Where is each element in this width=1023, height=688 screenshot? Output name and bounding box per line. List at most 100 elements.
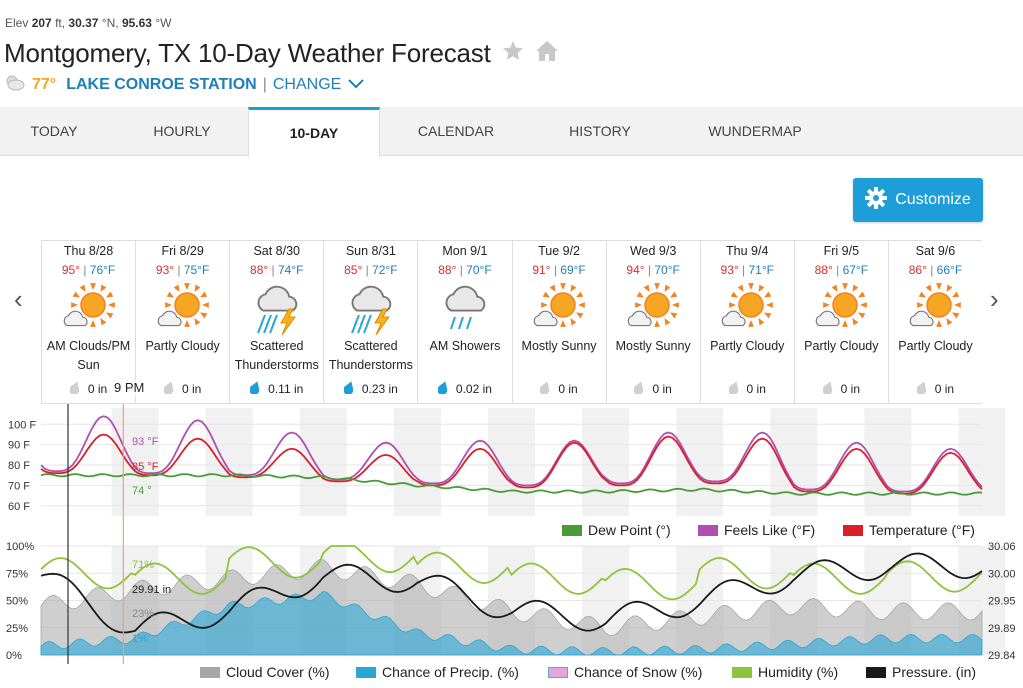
- temp-divider: |: [647, 263, 655, 277]
- day-condition: Partly Cloudy: [795, 337, 888, 375]
- day-condition: Partly Cloudy: [136, 337, 229, 375]
- thunderstorm-icon: [247, 281, 307, 337]
- precip-amount: 0 in: [840, 382, 861, 396]
- day-name: Sat 8/30: [253, 244, 301, 258]
- legend-label: Dew Point (°): [588, 522, 671, 538]
- day-high: 93°: [155, 263, 175, 277]
- day-temps: 94° | 70°F: [607, 263, 700, 277]
- day-card[interactable]: Sat 8/30 88° | 74°F Scattered Thundersto…: [229, 241, 323, 404]
- day-low: 76°F: [89, 263, 116, 277]
- day-low: 70°F: [466, 263, 492, 277]
- tab-10-day[interactable]: 10-DAY: [248, 107, 380, 157]
- precip-humidity-pressure-chart[interactable]: 100% 75% 50% 25% 0% 30.06 30.00 29.95 29.89 29.84…: [0, 540, 1023, 664]
- day-card[interactable]: Wed 9/3 94° | 70°F Mostly Sunny 0 in: [605, 241, 700, 404]
- location-coordinates: Elev 207 ft, 30.37 °N, 95.63 °W: [5, 16, 171, 30]
- day-low: 67°F: [842, 263, 869, 277]
- day-temps: 93° | 75°F: [136, 263, 229, 277]
- day-high: 85°: [344, 263, 363, 277]
- day-name: Fri 9/5: [823, 244, 860, 258]
- night-band: [958, 408, 1006, 516]
- legend-chance-precip[interactable]: Chance of Precip. (%): [356, 664, 519, 680]
- precip-amount: 0 in: [652, 382, 672, 396]
- partly-cloudy-icon: [59, 281, 119, 337]
- legend-cloud-cover[interactable]: Cloud Cover (%): [200, 664, 329, 680]
- elev-label: Elev: [5, 16, 29, 30]
- legend-swatch: [356, 666, 376, 678]
- legend-swatch: [866, 666, 886, 678]
- day-card[interactable]: Thu 9/4 93° | 71°F Partly Cloudy 0 in: [699, 241, 794, 404]
- day-name: Sun 8/31: [345, 244, 396, 258]
- day-high: 91°: [532, 263, 551, 277]
- legend-feels-like[interactable]: Feels Like (°F): [698, 522, 815, 538]
- day-card[interactable]: Fri 8/29 93° | 75°F Partly Cloudy 0 in: [135, 241, 229, 404]
- night-band: [111, 408, 159, 516]
- raindrop-icon: [249, 381, 260, 397]
- precip-chance-area: [40, 590, 983, 656]
- y-tick-label: 80 F: [8, 460, 30, 472]
- legend-chance-snow[interactable]: Chance of Snow (%): [548, 664, 702, 680]
- legend-dew-point[interactable]: Dew Point (°): [562, 522, 671, 538]
- day-name: Sat 9/6: [915, 244, 956, 258]
- precip-amount: 0 in: [558, 382, 578, 396]
- day-low: 75°F: [183, 263, 210, 277]
- day-card[interactable]: Mon 9/1 88° | 70°F AM Showers 0.02 in: [417, 241, 511, 404]
- day-high: 93°: [720, 263, 739, 277]
- day-condition: Mostly Sunny: [513, 337, 606, 375]
- raindrop-icon: [69, 381, 80, 397]
- precip-amount: 0 in: [934, 382, 955, 396]
- thunderstorm-icon: [341, 281, 401, 337]
- star-icon[interactable]: [501, 39, 525, 68]
- temp-divider: |: [177, 263, 184, 277]
- legend-label: Feels Like (°F): [724, 522, 816, 538]
- precip-amount: 0 in: [181, 382, 202, 396]
- temperature-chart[interactable]: 100 F 90 F 80 F 70 F 60 F 93 °F 85 °F 74 °: [0, 404, 1023, 540]
- customize-button[interactable]: Customize: [853, 178, 983, 222]
- day-precip: 0 in: [795, 381, 888, 397]
- legend-swatch: [698, 524, 718, 536]
- day-card[interactable]: Fri 9/5 88° | 67°F Partly Cloudy 0 in: [793, 241, 888, 404]
- night-band: [582, 408, 630, 516]
- day-low: 69°F: [560, 263, 586, 277]
- cursor-temperature: 85 °F: [132, 461, 159, 473]
- day-card[interactable]: Thu 8/28 95° | 76°F AM Clouds/PM Sun 0 i…: [41, 241, 135, 404]
- temp-divider: |: [271, 263, 278, 277]
- day-low: 71°F: [748, 263, 774, 277]
- legend-temperature[interactable]: Temperature (°F): [843, 522, 975, 538]
- night-band: [393, 408, 441, 516]
- partly-cloudy-icon: [153, 281, 213, 337]
- raindrop-icon: [633, 381, 644, 397]
- legend-label: Chance of Snow (%): [574, 664, 703, 680]
- next-arrow-icon[interactable]: ›: [990, 284, 999, 314]
- night-band: [770, 408, 818, 516]
- tab-wundermap[interactable]: WUNDERMAP: [708, 123, 802, 139]
- tab-calendar[interactable]: CALENDAR: [417, 123, 495, 139]
- legend-pressure[interactable]: Pressure. (in): [866, 664, 976, 680]
- page-title: Montgomery, TX 10-Day Weather Forecast: [4, 38, 491, 68]
- tab-today[interactable]: TODAY: [30, 123, 78, 139]
- chevron-down-icon[interactable]: [347, 76, 365, 94]
- legend-humidity[interactable]: Humidity (%): [732, 664, 838, 680]
- raindrop-icon: [916, 381, 927, 397]
- station-name[interactable]: LAKE CONROE STATION: [66, 75, 257, 93]
- home-icon[interactable]: [535, 40, 559, 67]
- tab-hourly[interactable]: HOURLY: [153, 123, 211, 139]
- tab-history[interactable]: HISTORY: [569, 123, 631, 139]
- day-name: Thu 9/4: [726, 244, 769, 258]
- separator: |: [262, 75, 267, 93]
- legend-swatch: [200, 666, 220, 678]
- y-tick-label: 100%: [6, 541, 34, 553]
- day-card[interactable]: Sat 9/6 86° | 66°F Partly Cloudy 0 in: [887, 241, 982, 404]
- day-condition: Scattered Thunderstorms: [324, 337, 417, 375]
- day-condition: Partly Cloudy: [889, 337, 982, 375]
- change-station-link[interactable]: CHANGE: [272, 75, 342, 93]
- y-tick-label: 0%: [6, 650, 22, 662]
- condition-line-1: AM Clouds/PM: [46, 339, 131, 353]
- raindrop-icon: [437, 381, 448, 397]
- partly-cloudy-icon: [529, 281, 589, 337]
- day-card[interactable]: Tue 9/2 91° | 69°F Mostly Sunny 0 in: [511, 241, 606, 404]
- prev-arrow-icon[interactable]: ‹: [14, 284, 23, 314]
- day-card[interactable]: Sun 8/31 85° | 72°F Scattered Thundersto…: [323, 241, 417, 404]
- station-row: 77° LAKE CONROE STATION | CHANGE: [4, 73, 365, 96]
- condition-line-2: Thunderstorms: [234, 358, 319, 372]
- legend-label: Temperature (°F): [869, 522, 975, 538]
